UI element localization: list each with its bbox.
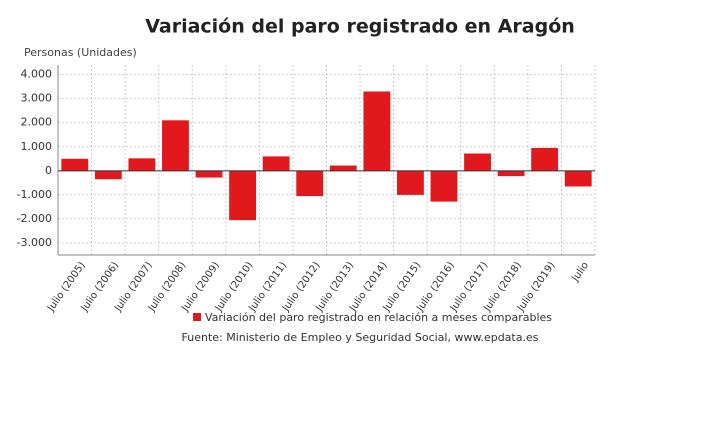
source: Fuente: Ministerio de Empleo y Seguridad… bbox=[182, 331, 539, 344]
bar bbox=[61, 158, 89, 171]
bar bbox=[195, 170, 223, 178]
bar bbox=[128, 158, 156, 171]
y-tick-label: 3.000 bbox=[21, 92, 53, 105]
legend-swatch bbox=[193, 313, 201, 321]
bar bbox=[363, 91, 391, 171]
bar bbox=[229, 170, 257, 221]
bar bbox=[162, 120, 189, 171]
bar bbox=[464, 153, 491, 171]
y-tick-label: -3.000 bbox=[17, 236, 52, 249]
bar bbox=[262, 156, 290, 171]
y-tick-label: -2.000 bbox=[17, 212, 52, 225]
y-tick-label: 1.000 bbox=[21, 140, 53, 153]
bar bbox=[430, 170, 458, 202]
legend-label: Variación del paro registrado en relació… bbox=[205, 311, 552, 324]
y-tick-label: -1.000 bbox=[17, 188, 52, 201]
y-axis-label: Personas (Unidades) bbox=[24, 46, 137, 59]
chart-title: Variación del paro registrado en Aragón bbox=[145, 16, 575, 38]
bar bbox=[296, 170, 324, 197]
bar bbox=[94, 170, 122, 180]
bar bbox=[329, 165, 357, 171]
bar bbox=[497, 170, 525, 177]
bar bbox=[531, 147, 559, 171]
y-tick-label: 4.000 bbox=[21, 68, 53, 81]
y-tick-label: 2.000 bbox=[21, 116, 53, 129]
bar bbox=[564, 170, 592, 187]
x-tick-label: Julio bbox=[570, 260, 592, 284]
y-tick-label: 0 bbox=[45, 164, 52, 177]
bar bbox=[396, 170, 424, 195]
